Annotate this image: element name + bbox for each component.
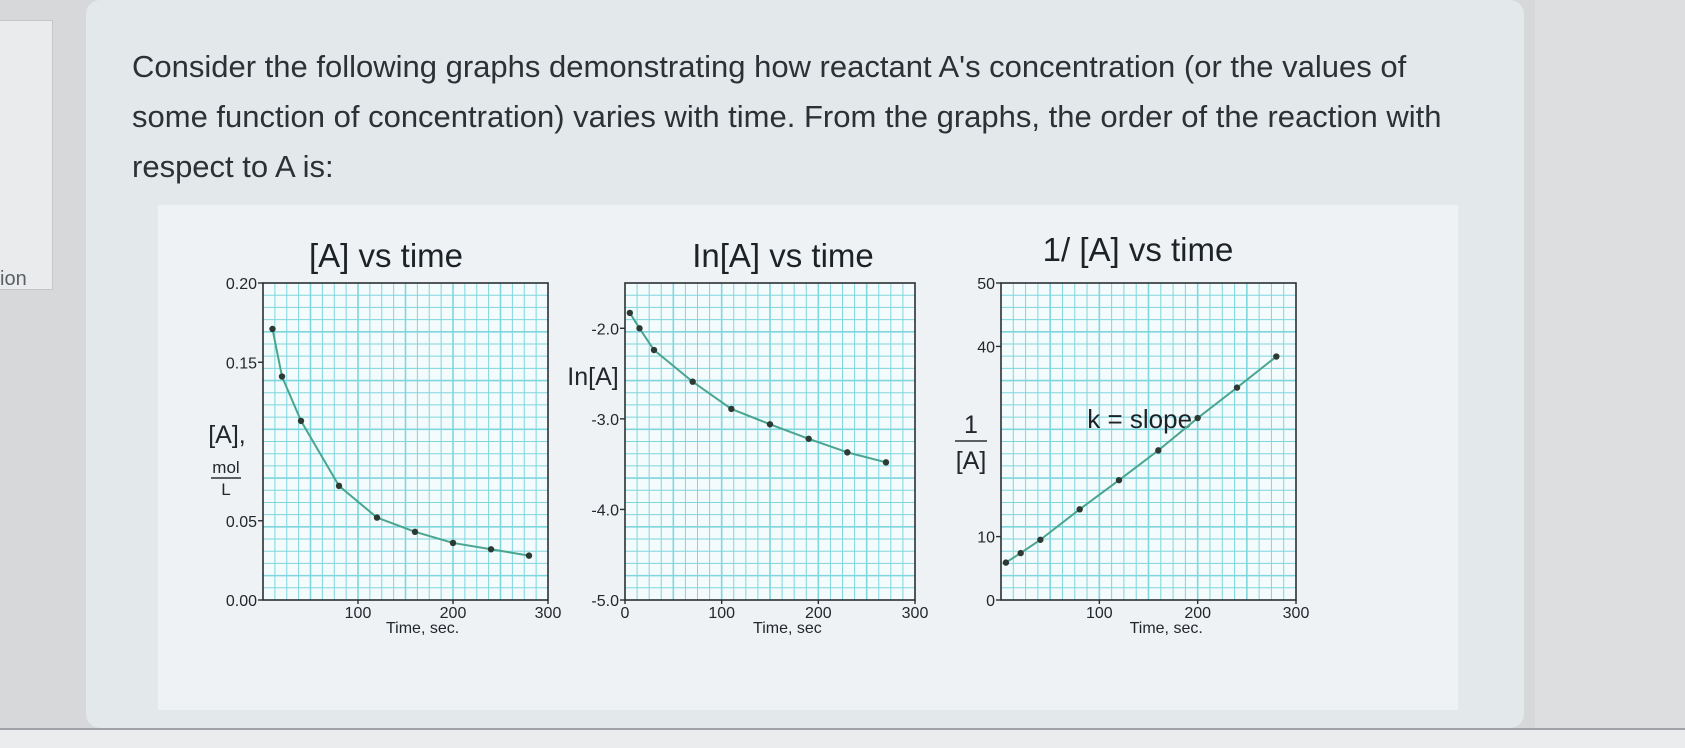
y-tick-label: 50 xyxy=(977,276,995,293)
plot-frame-1 xyxy=(262,282,549,601)
data-point xyxy=(1155,447,1162,454)
y-tick-label: -5.0 xyxy=(591,593,619,610)
data-point xyxy=(373,514,381,521)
question-text: Consider the following graphs demonstrat… xyxy=(132,49,1442,184)
x-tick-label: 200 xyxy=(1184,605,1211,622)
data-point xyxy=(1273,353,1280,360)
plot-frame-2 xyxy=(624,282,916,601)
left-side-panel xyxy=(0,20,53,290)
y-tick-label: 0 xyxy=(986,593,995,610)
x-tick-label: 300 xyxy=(902,605,929,622)
y-axis-unit-num: mol xyxy=(212,458,239,477)
data-point xyxy=(335,482,343,490)
y-axis-unit-den: L xyxy=(221,480,230,499)
data-point xyxy=(1233,384,1241,391)
x-tick-label: 200 xyxy=(440,605,467,622)
slope-annotation: k = slope xyxy=(1087,404,1192,434)
x-tick-label: 200 xyxy=(805,605,832,622)
data-point xyxy=(525,552,533,559)
x-tick-label: 100 xyxy=(345,605,372,622)
y-tick-label: -3.0 xyxy=(591,412,619,429)
left-tab-label: ion xyxy=(0,268,27,290)
data-point xyxy=(1076,506,1083,513)
y-axis-label-1: [A], xyxy=(208,421,246,449)
data-point xyxy=(297,417,305,425)
chart-title-3: 1/ [A] vs time xyxy=(1043,231,1234,268)
data-point xyxy=(1194,414,1201,422)
chart-title-1: [A] vs time xyxy=(309,237,463,274)
y-axis-label-den: [A] xyxy=(956,447,987,475)
data-point xyxy=(1002,559,1010,566)
y-tick-label: 10 xyxy=(977,530,995,547)
data-point xyxy=(411,528,419,536)
data-point xyxy=(728,405,735,413)
y-tick-label: 0.05 xyxy=(226,514,257,531)
data-point xyxy=(689,378,696,385)
y-axis-label-num: 1 xyxy=(964,411,978,439)
x-tick-label: 300 xyxy=(1283,605,1310,622)
data-point xyxy=(766,421,774,428)
y-tick-label: -4.0 xyxy=(591,502,619,519)
data-point xyxy=(626,309,634,317)
x-tick-label: 300 xyxy=(535,605,562,622)
y-tick-label: 0.00 xyxy=(226,593,257,610)
graphs-figure: [A] vs time 0.00 0.05 0.15 0.20 100 200 300 Time… xyxy=(158,205,1458,710)
y-tick-label: 0.20 xyxy=(226,276,257,293)
right-background-strip xyxy=(1535,0,1685,746)
data-point xyxy=(449,539,457,547)
x-axis-label-3: Time, sec. xyxy=(1130,620,1203,637)
data-point xyxy=(487,546,495,553)
data-point xyxy=(1037,536,1044,543)
x-axis-label-1: Time, sec. xyxy=(386,620,459,637)
chart-title-2: In[A] vs time xyxy=(692,237,874,274)
x-axis-label-2: Time, sec xyxy=(753,620,822,637)
data-point xyxy=(805,435,812,442)
plot-frame-3 xyxy=(1000,282,1297,601)
x-tick-label: 0 xyxy=(621,605,630,622)
data-point xyxy=(882,459,890,466)
data-point xyxy=(844,449,851,456)
data-point xyxy=(278,373,286,380)
data-point xyxy=(1017,549,1024,557)
data-point xyxy=(636,325,643,332)
y-tick-label: -2.0 xyxy=(591,321,619,338)
data-point xyxy=(650,346,658,354)
bottom-bar xyxy=(0,728,1685,748)
y-tick-label: 40 xyxy=(977,339,995,356)
data-point xyxy=(269,325,276,333)
data-point xyxy=(1115,476,1123,484)
x-tick-label: 100 xyxy=(708,605,735,622)
y-tick-label: 0.15 xyxy=(226,355,257,372)
x-tick-label: 100 xyxy=(1086,605,1113,622)
y-axis-label-2: In[A] xyxy=(567,363,618,391)
